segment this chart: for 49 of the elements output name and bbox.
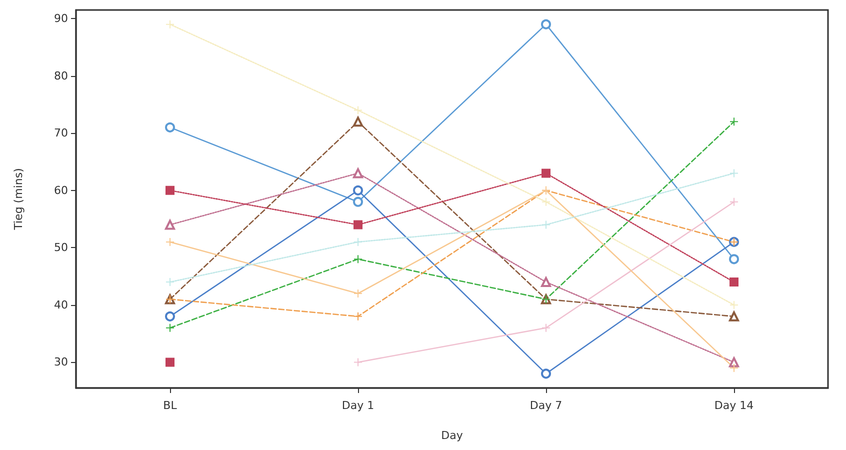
point bbox=[541, 277, 551, 288]
point bbox=[353, 196, 363, 207]
y-tick-label: 50 bbox=[54, 241, 68, 254]
point bbox=[542, 220, 550, 230]
point bbox=[166, 237, 174, 246]
point bbox=[542, 168, 550, 178]
point bbox=[166, 20, 174, 29]
point bbox=[354, 237, 362, 246]
y-tick-label: 30 bbox=[54, 356, 68, 369]
point bbox=[354, 254, 362, 264]
x-tick-label: BL bbox=[163, 399, 178, 412]
point bbox=[166, 186, 174, 195]
point bbox=[729, 311, 739, 322]
x-axis-title: Day bbox=[441, 429, 464, 442]
point bbox=[541, 368, 551, 379]
point bbox=[541, 19, 551, 30]
point bbox=[730, 363, 738, 372]
point bbox=[730, 117, 738, 126]
point bbox=[353, 168, 363, 178]
point bbox=[729, 254, 739, 264]
point bbox=[354, 106, 362, 115]
point bbox=[165, 220, 175, 230]
y-tick-label: 60 bbox=[54, 184, 68, 197]
point bbox=[353, 116, 363, 127]
point bbox=[542, 197, 550, 206]
point bbox=[730, 197, 738, 206]
point bbox=[354, 289, 362, 298]
point bbox=[354, 358, 362, 367]
point bbox=[354, 220, 362, 230]
point bbox=[166, 278, 174, 287]
point bbox=[730, 168, 738, 178]
y-axis-title: Tieg (mins) bbox=[12, 168, 25, 231]
point bbox=[353, 185, 363, 196]
x-tick-label: Day 1 bbox=[342, 399, 374, 412]
x-tick-label: Day 14 bbox=[714, 399, 754, 412]
point bbox=[354, 312, 362, 321]
point bbox=[730, 278, 738, 287]
point bbox=[542, 323, 550, 332]
y-tick-label: 40 bbox=[54, 298, 68, 312]
point bbox=[730, 300, 738, 310]
y-tick-label: 70 bbox=[54, 126, 68, 140]
y-tick-label: 90 bbox=[54, 12, 68, 26]
point bbox=[165, 311, 175, 322]
x-tick-label: Day 7 bbox=[530, 399, 562, 412]
y-tick-label: 80 bbox=[54, 69, 68, 82]
point bbox=[165, 122, 175, 132]
point bbox=[166, 323, 174, 332]
point bbox=[166, 358, 174, 367]
point bbox=[729, 357, 739, 368]
